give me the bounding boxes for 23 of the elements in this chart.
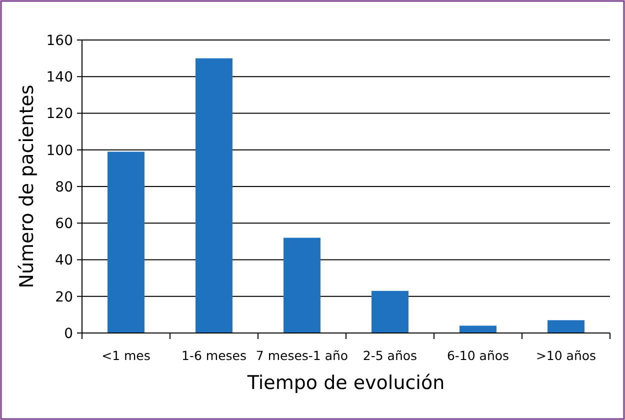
bar	[196, 58, 232, 333]
bar	[548, 320, 584, 333]
bar	[460, 326, 496, 333]
bar	[108, 152, 144, 333]
y-tick-label: 20	[55, 289, 73, 306]
y-axis-title: Número de pacientes	[16, 84, 38, 288]
bar	[284, 238, 320, 333]
x-axis-title: Tiempo de evolución	[246, 372, 445, 394]
x-tick-label: >10 años	[536, 348, 596, 363]
bar	[372, 290, 408, 333]
y-tick-label: 160	[46, 32, 73, 49]
y-tick-label: 60	[55, 216, 73, 232]
x-tick-label: 2-5 años	[362, 348, 418, 363]
x-tick-label: <1 mes	[102, 348, 150, 363]
y-tick-label: 0	[64, 326, 73, 342]
y-tick-label: 100	[46, 142, 73, 159]
y-tick-label: 80	[55, 179, 73, 196]
x-tick-label: 7 meses-1 año	[256, 348, 348, 363]
x-tick-label: 1-6 meses	[182, 348, 246, 363]
x-tick-label: 6-10 años	[446, 348, 510, 363]
y-tick-label: 140	[46, 70, 73, 86]
y-tick-label: 40	[55, 252, 73, 269]
y-tick-label: 120	[46, 106, 73, 122]
